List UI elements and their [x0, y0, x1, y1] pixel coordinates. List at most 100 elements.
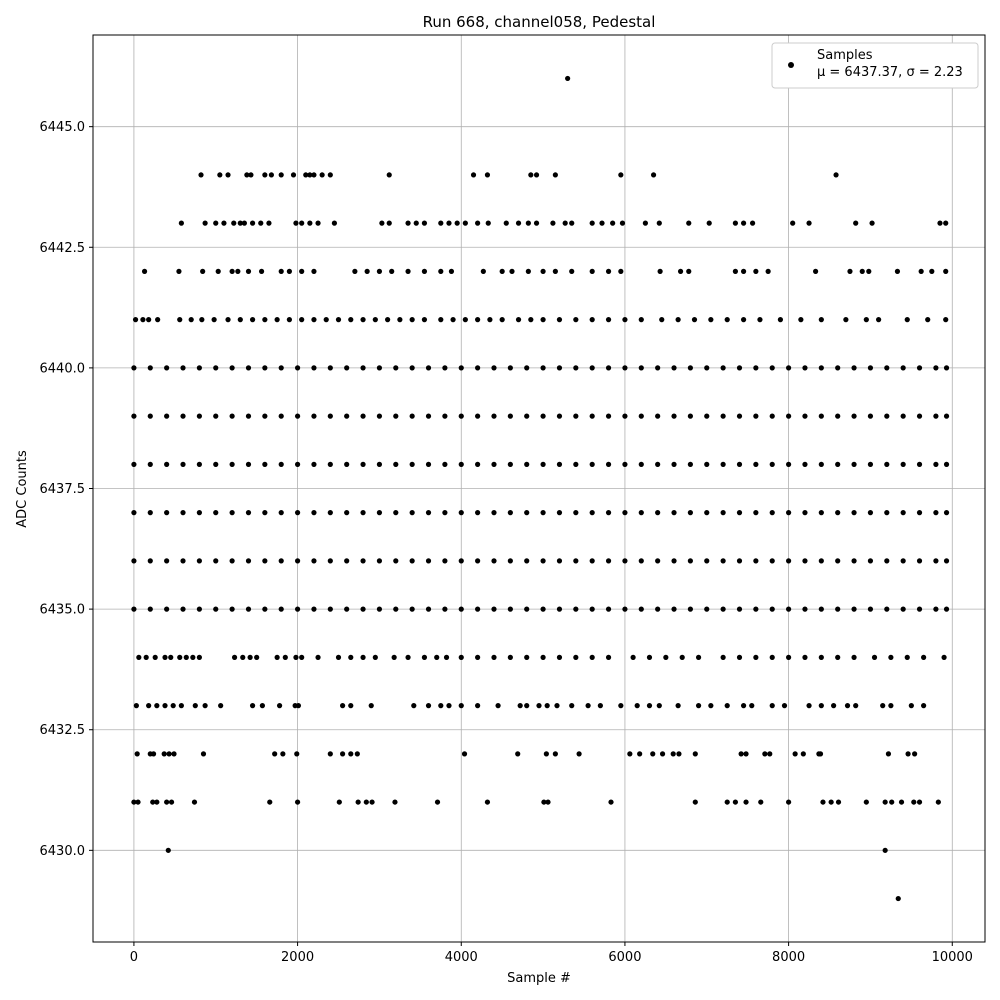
data-point	[835, 365, 841, 371]
data-point	[294, 510, 301, 516]
data-point	[835, 413, 841, 419]
data-point	[720, 461, 726, 467]
y-tick-label: 6437.5	[40, 482, 86, 497]
data-point	[655, 461, 661, 467]
data-point	[515, 220, 522, 226]
data-point	[671, 365, 677, 371]
data-point	[475, 461, 481, 467]
data-point	[180, 365, 186, 371]
data-point	[155, 317, 161, 323]
data-point	[921, 654, 927, 660]
data-point	[589, 365, 595, 371]
data-point	[911, 799, 917, 805]
data-point	[853, 703, 859, 709]
data-point	[573, 461, 579, 467]
data-point	[921, 703, 927, 709]
data-point	[294, 461, 301, 467]
data-point	[637, 751, 643, 757]
data-point	[150, 751, 157, 757]
data-point	[753, 461, 759, 467]
data-point	[525, 220, 531, 226]
data-point	[552, 268, 558, 274]
data-point	[225, 172, 231, 178]
data-point	[552, 172, 558, 178]
data-point	[131, 799, 137, 805]
data-point	[446, 220, 452, 226]
data-point	[925, 317, 931, 323]
data-point	[869, 220, 875, 226]
data-point	[409, 461, 415, 467]
data-point	[221, 220, 227, 226]
data-point	[348, 751, 354, 757]
data-point	[258, 220, 264, 226]
data-point	[376, 558, 383, 564]
data-point	[311, 461, 317, 467]
data-point	[196, 365, 202, 371]
data-point	[507, 558, 513, 564]
data-point	[687, 461, 693, 467]
data-point	[656, 220, 662, 226]
data-point	[446, 703, 452, 709]
data-point	[720, 413, 726, 419]
data-point	[299, 220, 305, 226]
data-point	[405, 220, 411, 226]
data-point	[286, 268, 292, 274]
data-point	[434, 654, 440, 660]
data-point	[650, 751, 656, 757]
data-point	[507, 510, 513, 516]
data-point	[622, 317, 628, 323]
data-point	[360, 606, 366, 612]
data-point	[131, 461, 137, 467]
data-point	[655, 558, 661, 564]
data-point	[818, 510, 824, 516]
data-point	[262, 558, 268, 564]
data-point	[589, 268, 595, 274]
data-point	[272, 751, 278, 757]
data-point	[769, 606, 775, 612]
data-point	[762, 751, 768, 757]
data-point	[143, 654, 149, 660]
data-point	[900, 558, 906, 564]
data-point	[352, 268, 358, 274]
data-point	[421, 220, 428, 226]
data-point	[720, 558, 726, 564]
data-point	[524, 606, 530, 612]
data-point	[905, 751, 911, 757]
data-point	[393, 365, 399, 371]
data-point	[363, 799, 369, 805]
data-point	[565, 75, 571, 82]
data-point	[462, 317, 468, 323]
data-point	[434, 799, 441, 805]
data-point	[792, 751, 798, 757]
data-point	[740, 268, 747, 274]
data-point	[458, 654, 464, 660]
data-point	[162, 654, 168, 660]
data-point	[524, 703, 530, 709]
data-point	[918, 268, 924, 274]
data-point	[376, 510, 383, 516]
data-point	[290, 172, 297, 178]
data-point	[777, 317, 784, 323]
data-point	[202, 220, 208, 226]
data-point	[904, 317, 910, 323]
data-point	[393, 558, 399, 564]
data-point	[828, 799, 834, 805]
data-point	[180, 461, 186, 467]
data-point	[507, 413, 513, 419]
data-point	[229, 461, 235, 467]
data-point	[671, 510, 677, 516]
data-point	[307, 220, 313, 226]
data-point	[888, 654, 894, 660]
data-point	[720, 606, 726, 612]
data-point	[364, 268, 370, 274]
data-point	[266, 220, 272, 226]
data-point	[475, 703, 481, 709]
data-point	[397, 317, 403, 323]
data-point	[757, 317, 763, 323]
data-point	[695, 654, 702, 660]
data-point	[900, 461, 906, 467]
data-point	[294, 413, 301, 419]
data-point	[524, 365, 530, 371]
legend-label-series: Samples	[817, 48, 873, 63]
data-point	[900, 510, 906, 516]
